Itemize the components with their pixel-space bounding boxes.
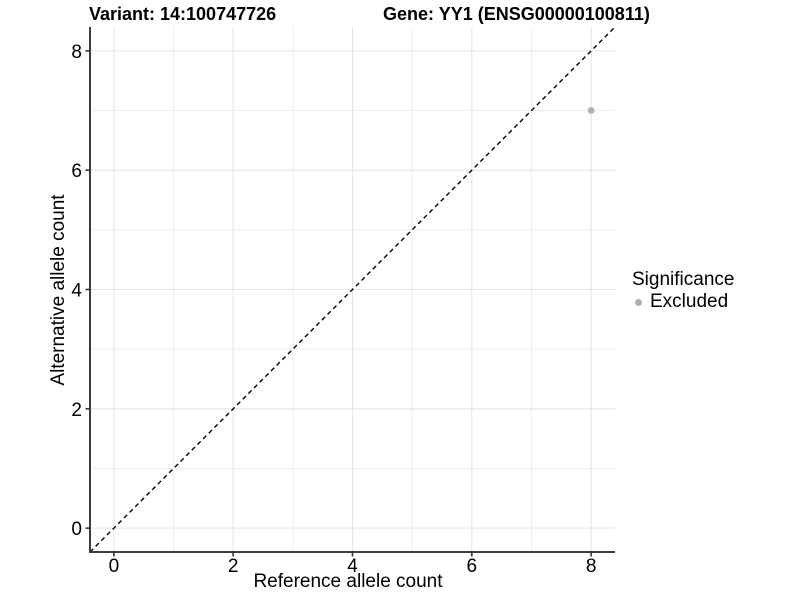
y-tick-label: 8	[71, 42, 82, 63]
y-tick-label: 0	[71, 519, 82, 540]
y-tick-label: 2	[71, 400, 82, 421]
legend-key-dot-icon	[635, 298, 642, 306]
legend-item: Excluded	[632, 291, 734, 313]
x-tick-label: 4	[347, 556, 358, 577]
x-axis-title: Reference allele count	[253, 571, 443, 592]
y-tick-label: 4	[71, 281, 82, 302]
x-tick-label: 8	[586, 556, 597, 577]
x-tick-label: 0	[109, 556, 120, 577]
legend: Significance Excluded	[632, 268, 734, 313]
y-axis-title: Alternative allele count	[48, 194, 69, 386]
legend-title: Significance	[632, 269, 735, 290]
y-tick-label: 6	[71, 161, 82, 182]
plot-title-gene: Gene: YY1 (ENSG00000100811)	[383, 4, 650, 24]
x-tick-label: 6	[467, 556, 478, 577]
legend-items: Excluded	[632, 291, 734, 313]
legend-item-label: Excluded	[650, 291, 729, 312]
identity-line	[89, 26, 616, 553]
data-point	[587, 107, 595, 114]
plot-title-variant: Variant: 14:100747726	[89, 4, 277, 24]
x-tick-label: 2	[228, 556, 239, 577]
